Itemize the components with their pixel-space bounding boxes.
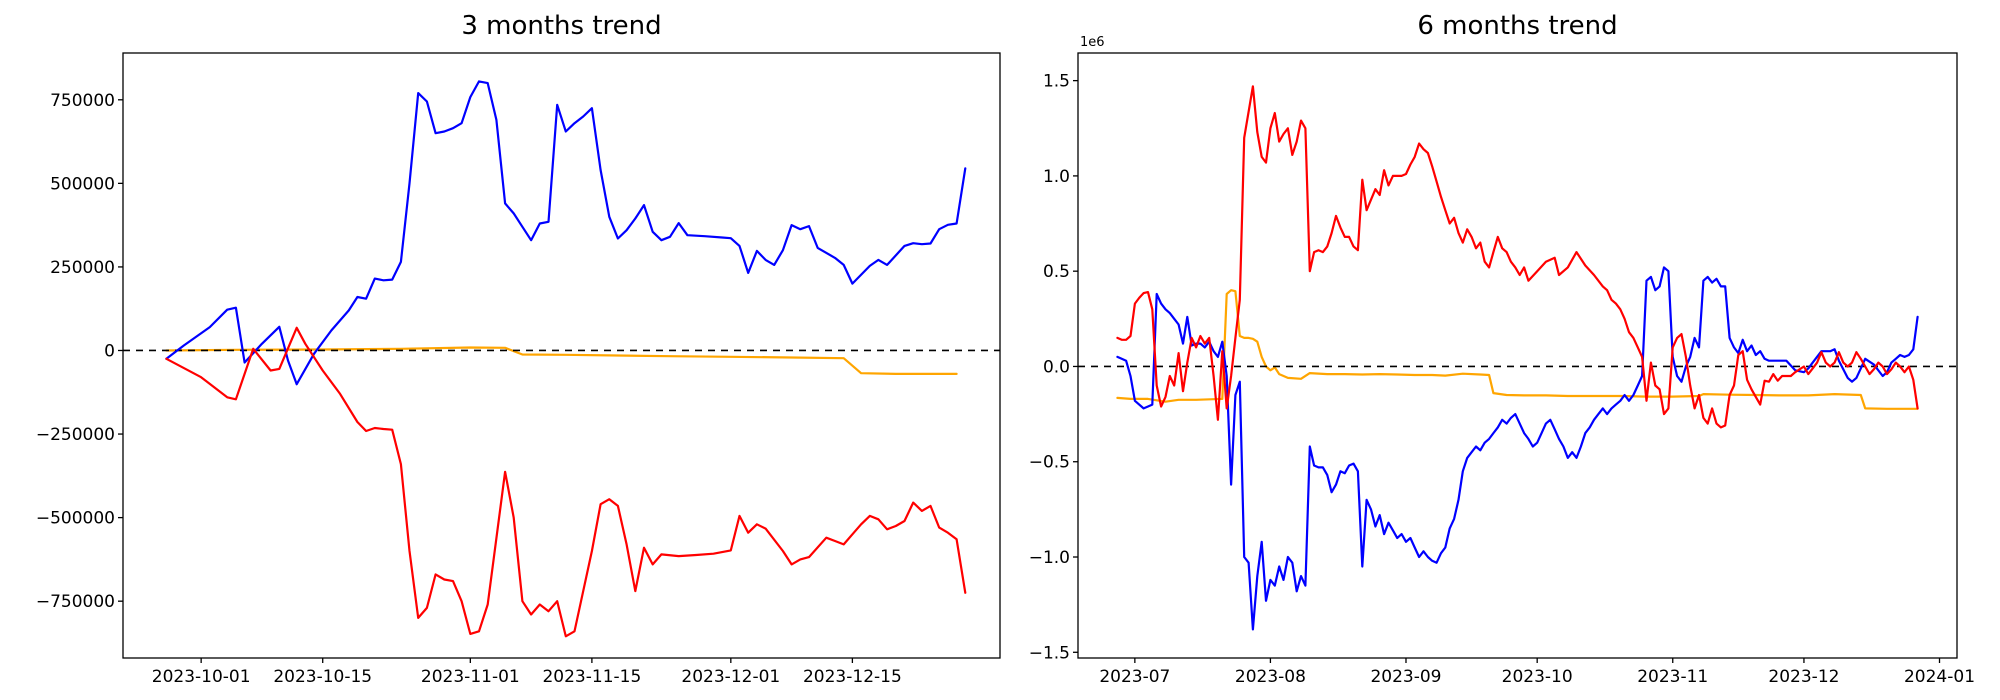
y-tick-label: −250000 [36, 425, 115, 445]
y-tick-label: −0.5 [1029, 453, 1070, 473]
x-tick-label: 2023-11-15 [542, 667, 641, 687]
x-tick-label: 2023-12-01 [681, 667, 780, 687]
y-tick-label: 0 [104, 341, 115, 361]
x-tick-label: 2024-01 [1904, 667, 1975, 687]
series-line-red [165, 326, 967, 638]
y-tick-label: 500000 [50, 174, 115, 194]
series-line-blue [165, 80, 967, 386]
y-tick-label: −500000 [36, 509, 115, 529]
y-tick-label: 1.0 [1043, 167, 1070, 187]
chart-title: 3 months trend [461, 11, 661, 41]
chart-title: 6 months trend [1417, 11, 1617, 41]
series-line-orange [165, 346, 958, 375]
y-tick-label: −1.5 [1029, 643, 1070, 663]
x-tick-label: 2023-09 [1370, 667, 1441, 687]
x-tick-label: 2023-12-15 [803, 667, 902, 687]
series-line-blue [1116, 266, 1919, 631]
y-tick-label: 0.5 [1043, 262, 1070, 282]
chart-1: 6 months trend 1e6 1.5 1.0 0.5 0.0 −0.5 −1.0 −1.… [1029, 11, 1975, 687]
series-line-red [1116, 85, 1919, 429]
x-tick-label: 2023-11-01 [421, 667, 520, 687]
x-tick-label: 2023-10-01 [152, 667, 251, 687]
y-tick-label: 750000 [50, 91, 115, 111]
y-tick-label: 0.0 [1043, 357, 1070, 377]
chart-0: 3 months trend 750000 500000 250000 0 −250000… [36, 11, 1001, 687]
plot-area [1077, 52, 1958, 659]
y-axis-offset-label: 1e6 [1080, 35, 1105, 50]
y-tick-label: 1.5 [1043, 72, 1070, 92]
y-tick-label: −750000 [36, 592, 115, 612]
y-tick-label: −1.0 [1029, 548, 1070, 568]
x-tick-label: 2023-10-15 [273, 667, 372, 687]
x-tick-label: 2023-12 [1768, 667, 1839, 687]
y-tick-label: 250000 [50, 258, 115, 278]
x-tick-label: 2023-08 [1235, 667, 1306, 687]
x-tick-label: 2023-11 [1637, 667, 1708, 687]
series-line-orange [1116, 289, 1919, 410]
x-tick-label: 2023-10 [1502, 667, 1573, 687]
x-tick-label: 2023-07 [1099, 667, 1170, 687]
